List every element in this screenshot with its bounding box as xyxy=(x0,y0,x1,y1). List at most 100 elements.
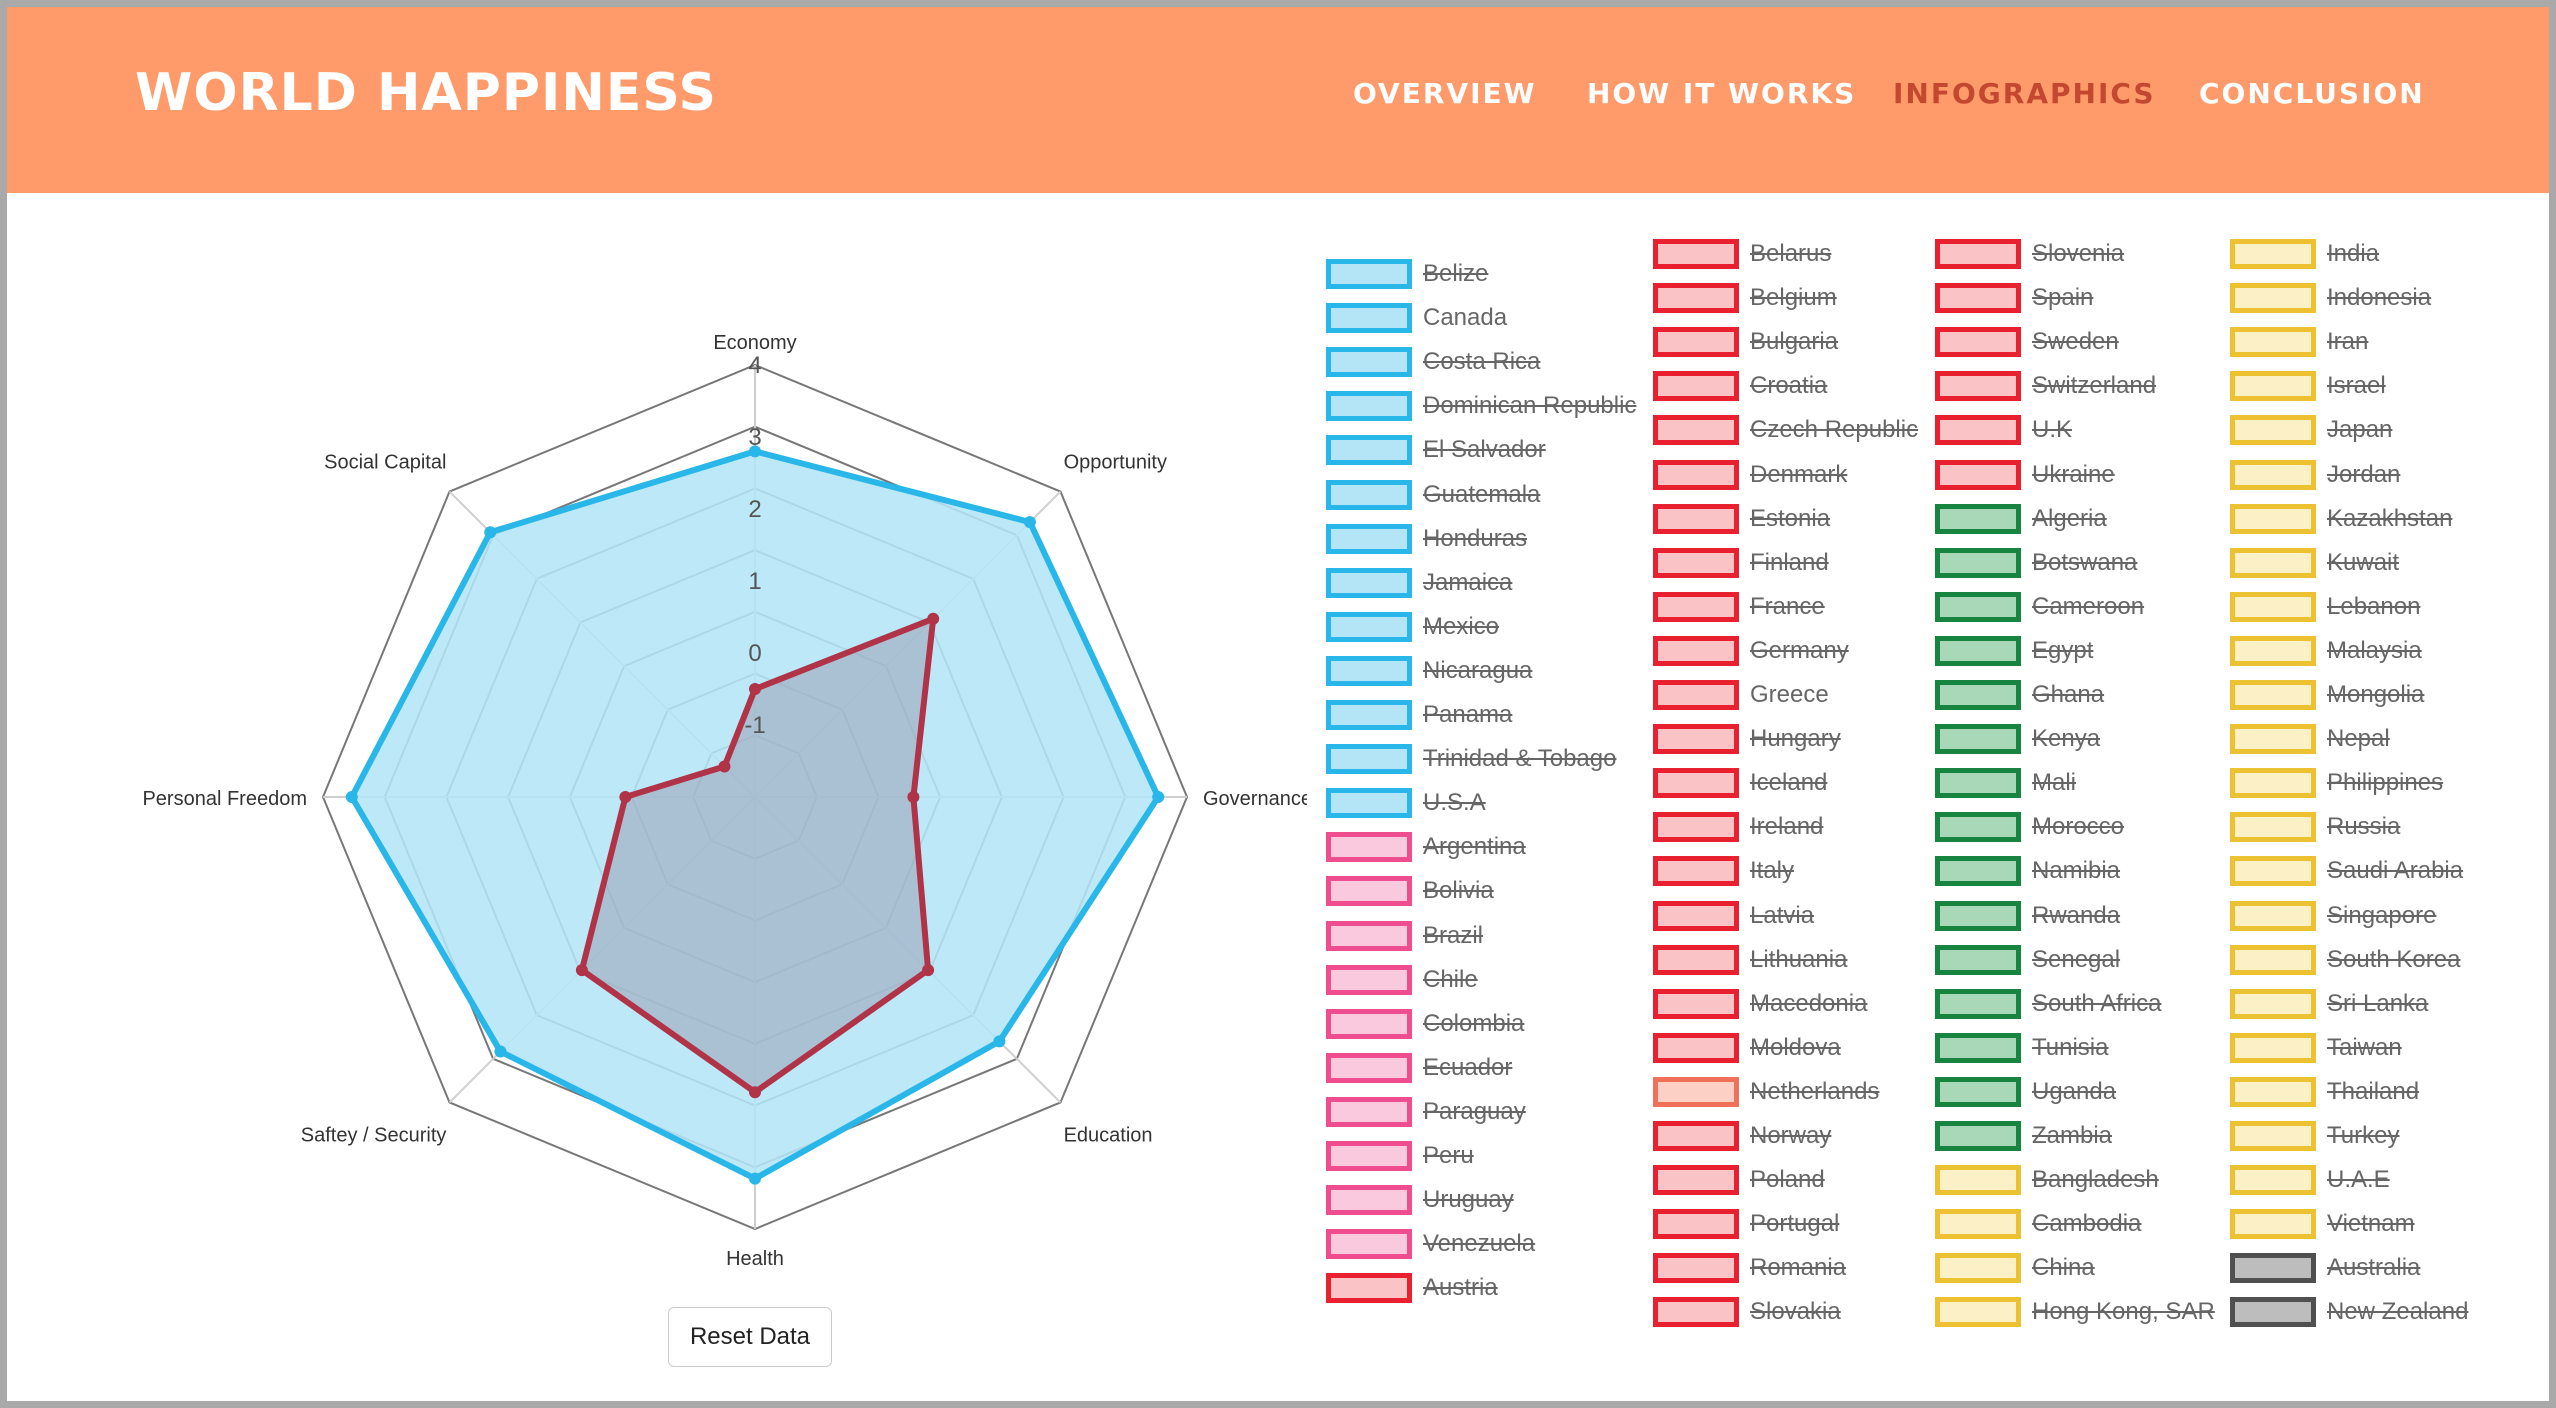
legend-item-mexico[interactable]: Mexico xyxy=(1326,610,1499,644)
legend-swatch[interactable] xyxy=(2230,856,2316,887)
legend-label[interactable]: Belgium xyxy=(1750,284,1837,312)
legend-label[interactable]: France xyxy=(1750,592,1825,620)
legend-item-guatemala[interactable]: Guatemala xyxy=(1326,478,1540,512)
legend-label[interactable]: Nepal xyxy=(2327,725,2390,753)
legend-item-panama[interactable]: Panama xyxy=(1326,698,1512,732)
legend-swatch[interactable] xyxy=(2230,944,2316,975)
legend-swatch[interactable] xyxy=(1653,547,1739,578)
radar-point-greece-1[interactable] xyxy=(927,612,940,625)
legend-item-south-africa[interactable]: South Africa xyxy=(1935,987,2161,1021)
legend-label[interactable]: Finland xyxy=(1750,548,1829,576)
legend-item-costa-rica[interactable]: Costa Rica xyxy=(1326,345,1540,379)
legend-swatch[interactable] xyxy=(1935,1121,2021,1151)
legend-swatch[interactable] xyxy=(1653,635,1739,666)
legend-item-ireland[interactable]: Ireland xyxy=(1653,810,1823,844)
legend-item-france[interactable]: France xyxy=(1653,590,1825,624)
legend-swatch[interactable] xyxy=(1326,567,1412,598)
legend-item-sweden[interactable]: Sweden xyxy=(1935,325,2119,359)
legend-label[interactable]: Philippines xyxy=(2327,769,2444,797)
legend-swatch[interactable] xyxy=(1935,591,2021,622)
legend-swatch[interactable] xyxy=(2230,1121,2316,1151)
legend-label[interactable]: Singapore xyxy=(2327,901,2437,929)
legend-swatch[interactable] xyxy=(1935,283,2021,314)
legend-item-jamaica[interactable]: Jamaica xyxy=(1326,566,1512,600)
legend-swatch[interactable] xyxy=(1935,680,2021,710)
legend-swatch[interactable] xyxy=(1935,724,2021,755)
legend-label[interactable]: Bolivia xyxy=(1423,877,1494,905)
radar-point-greece-3[interactable] xyxy=(922,964,935,977)
legend-item-rwanda[interactable]: Rwanda xyxy=(1935,899,2120,933)
legend-swatch[interactable] xyxy=(1653,768,1739,799)
legend-item-jordan[interactable]: Jordan xyxy=(2230,458,2400,492)
legend-swatch[interactable] xyxy=(1326,1096,1412,1127)
legend-label[interactable]: Thailand xyxy=(2327,1077,2420,1105)
legend-label[interactable]: Iran xyxy=(2327,328,2369,356)
legend-item-bulgaria[interactable]: Bulgaria xyxy=(1653,325,1838,359)
legend-swatch[interactable] xyxy=(1326,1273,1412,1304)
radar-point-canada-3[interactable] xyxy=(993,1035,1006,1048)
legend-swatch[interactable] xyxy=(1935,856,2021,887)
legend-label[interactable]: Portugal xyxy=(1750,1210,1840,1238)
radar-point-greece-0[interactable] xyxy=(749,683,761,695)
legend-item-sri-lanka[interactable]: Sri Lanka xyxy=(2230,987,2428,1021)
legend-swatch[interactable] xyxy=(1935,1297,2021,1328)
legend-swatch[interactable] xyxy=(1935,812,2021,843)
legend-item-norway[interactable]: Norway xyxy=(1653,1119,1831,1153)
legend-swatch[interactable] xyxy=(2230,768,2316,799)
legend-label[interactable]: Saudi Arabia xyxy=(2327,857,2464,885)
legend-item-china[interactable]: China xyxy=(1935,1251,2095,1285)
legend-item-belize[interactable]: Belize xyxy=(1326,257,1488,291)
legend-swatch[interactable] xyxy=(1326,655,1412,686)
legend-label[interactable]: Norway xyxy=(1750,1122,1832,1149)
legend-label[interactable]: Venezuela xyxy=(1423,1230,1536,1258)
radar-point-canada-7[interactable] xyxy=(484,526,497,539)
legend-swatch[interactable] xyxy=(2230,371,2316,402)
legend-swatch[interactable] xyxy=(1326,700,1412,730)
legend-label[interactable]: Algeria xyxy=(2032,504,2107,532)
legend-label[interactable]: Vietnam xyxy=(2327,1210,2415,1238)
legend-swatch[interactable] xyxy=(1653,1209,1739,1240)
legend-swatch[interactable] xyxy=(1935,768,2021,799)
radar-point-canada-0[interactable] xyxy=(749,445,761,458)
radar-point-canada-2[interactable] xyxy=(1152,791,1165,803)
legend-item-denmark[interactable]: Denmark xyxy=(1653,458,1847,492)
legend-label[interactable]: Spain xyxy=(2032,284,2094,312)
legend-label[interactable]: Israel xyxy=(2327,372,2386,400)
legend-item-vietnam[interactable]: Vietnam xyxy=(2230,1207,2415,1241)
nav-infographics[interactable]: INFOGRAPHICS xyxy=(1893,77,2156,110)
legend-swatch[interactable] xyxy=(2230,1297,2316,1328)
legend-label[interactable]: U.A.E xyxy=(2327,1166,2390,1194)
legend-swatch[interactable] xyxy=(1935,1165,2021,1196)
legend-swatch[interactable] xyxy=(2230,724,2316,755)
legend-item-belgium[interactable]: Belgium xyxy=(1653,281,1837,315)
legend-swatch[interactable] xyxy=(2230,812,2316,843)
legend-swatch[interactable] xyxy=(2230,327,2316,358)
legend-swatch[interactable] xyxy=(1653,371,1739,402)
legend-swatch[interactable] xyxy=(2230,1076,2316,1107)
radar-point-greece-2[interactable] xyxy=(907,791,920,803)
legend-item-uruguay[interactable]: Uruguay xyxy=(1326,1183,1514,1217)
legend-label[interactable]: Kuwait xyxy=(2327,548,2400,576)
legend-swatch[interactable] xyxy=(1653,415,1739,446)
legend-item-dominican-republic[interactable]: Dominican Republic xyxy=(1326,389,1636,423)
legend-label[interactable]: Belarus xyxy=(1750,240,1832,267)
legend-item-romania[interactable]: Romania xyxy=(1653,1251,1846,1285)
legend-item-italy[interactable]: Italy xyxy=(1653,854,1794,888)
legend-item-lithuania[interactable]: Lithuania xyxy=(1653,943,1847,977)
legend-label[interactable]: Morocco xyxy=(2032,813,2125,841)
legend-label[interactable]: Mongolia xyxy=(2327,681,2425,708)
legend-label[interactable]: Czech Republic xyxy=(1750,416,1919,444)
legend-item-czech-republic[interactable]: Czech Republic xyxy=(1653,413,1918,447)
legend-item-indonesia[interactable]: Indonesia xyxy=(2230,281,2431,315)
legend-swatch[interactable] xyxy=(1326,1229,1412,1260)
legend-label[interactable]: New Zealand xyxy=(2327,1298,2469,1326)
legend-swatch[interactable] xyxy=(1326,1185,1412,1216)
legend-item-peru[interactable]: Peru xyxy=(1326,1139,1474,1173)
legend-label[interactable]: South Korea xyxy=(2327,945,2461,973)
legend-swatch[interactable] xyxy=(1326,523,1412,554)
legend-item-nepal[interactable]: Nepal xyxy=(2230,722,2390,756)
legend-item-egypt[interactable]: Egypt xyxy=(1935,634,2093,668)
legend-item-lebanon[interactable]: Lebanon xyxy=(2230,590,2420,624)
legend-swatch[interactable] xyxy=(1326,744,1412,775)
legend-item-switzerland[interactable]: Switzerland xyxy=(1935,369,2156,403)
